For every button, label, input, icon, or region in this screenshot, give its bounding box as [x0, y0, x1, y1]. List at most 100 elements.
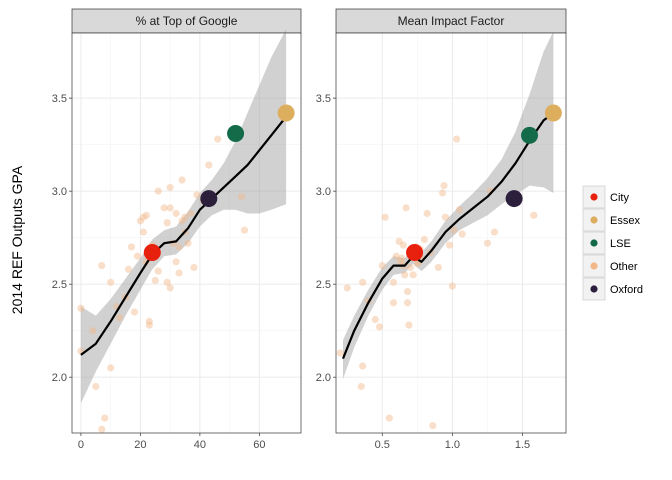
point-other	[389, 278, 398, 286]
point-other	[107, 278, 115, 286]
point-other	[178, 217, 186, 225]
point-other	[237, 193, 246, 201]
point-other	[175, 243, 183, 251]
point-other	[166, 183, 174, 192]
point-other	[77, 304, 85, 312]
point-other	[336, 349, 344, 357]
panel-border	[335, 32, 567, 434]
point-other	[92, 382, 100, 391]
point-other	[450, 226, 458, 234]
legend-label: LSE	[610, 238, 631, 250]
point-other	[371, 315, 379, 324]
point-other	[172, 209, 180, 218]
point-other	[530, 211, 538, 219]
point-other	[434, 263, 442, 272]
point-other	[378, 261, 386, 270]
point-lse	[227, 124, 245, 142]
point-other	[190, 263, 198, 272]
point-other	[483, 239, 492, 247]
point-other	[420, 235, 428, 244]
point-other	[240, 226, 249, 234]
point-other	[136, 217, 145, 225]
y-tick-label: 3.0	[316, 186, 331, 198]
smooth-line	[341, 112, 555, 360]
facet-strip	[335, 8, 567, 34]
point-other	[187, 209, 195, 218]
point-other	[343, 284, 351, 292]
facet-panel: % at Top of Google 2.0 2.5 3.0 3.5 0 20 40 60	[52, 8, 302, 451]
x-tick-label: 0.5	[375, 439, 390, 451]
point-other	[381, 213, 389, 221]
point-other	[423, 209, 431, 218]
point-other	[166, 284, 174, 292]
point-other	[145, 321, 153, 329]
point-other	[357, 382, 365, 391]
point-other	[163, 278, 171, 286]
point-other	[401, 271, 409, 279]
point-other	[115, 314, 124, 322]
point-other	[205, 161, 213, 169]
point-other	[107, 364, 115, 372]
point-other	[98, 425, 106, 433]
smooth-line	[80, 116, 287, 356]
point-other	[101, 414, 109, 422]
point-other	[395, 237, 403, 245]
point-other	[440, 181, 448, 190]
point-other	[98, 261, 106, 270]
point-other	[455, 206, 464, 214]
point-other	[406, 263, 414, 272]
point-lse	[521, 126, 539, 144]
point-other	[142, 211, 150, 219]
legend: City Essex LSE Other Oxford	[582, 185, 643, 301]
facet-title: Mean Impact Factor	[398, 14, 505, 28]
point-other	[441, 213, 449, 221]
point-other	[453, 135, 461, 143]
y-tick-label: 3.5	[52, 93, 67, 105]
point-other	[178, 176, 186, 184]
point-other	[214, 135, 222, 143]
y-tick-label: 3.5	[316, 93, 331, 105]
point-other	[154, 187, 162, 195]
legend-label: Oxford	[610, 284, 643, 296]
y-tick-label: 2.5	[316, 279, 331, 291]
legend-symbol	[590, 193, 598, 201]
legend-label: Essex	[610, 215, 640, 227]
facet-title: % at Top of Google	[136, 14, 238, 28]
point-other	[399, 241, 407, 249]
point-other	[139, 213, 147, 221]
x-tick-label: 60	[253, 439, 265, 451]
plot-area	[72, 33, 301, 433]
legend-symbol	[590, 285, 598, 293]
point-other	[154, 267, 162, 275]
facet-panel: Mean Impact Factor 2.0 2.5 3.0 3.5 0.5 1.0 1.5	[316, 8, 567, 451]
point-other	[359, 362, 367, 370]
point-other	[139, 228, 147, 236]
point-other	[89, 327, 97, 335]
point-other	[193, 191, 201, 199]
point-other	[124, 265, 133, 273]
point-other	[403, 299, 412, 307]
y-axis-label: 2014 REF Outputs GPA	[9, 165, 25, 314]
legend-label: City	[610, 192, 629, 204]
point-other	[385, 414, 393, 422]
point-oxford	[505, 190, 523, 208]
point-other	[145, 317, 153, 325]
point-other	[403, 288, 412, 296]
y-tick-label: 2.0	[316, 372, 331, 384]
facet-strip	[71, 8, 302, 34]
y-tick-label: 2.5	[52, 279, 67, 291]
point-other	[402, 204, 410, 212]
point-other	[359, 278, 367, 286]
point-other	[181, 213, 189, 221]
point-other	[375, 323, 384, 331]
legend-symbol	[590, 262, 598, 270]
point-other	[163, 219, 171, 227]
point-other	[133, 252, 142, 260]
point-other	[151, 276, 159, 285]
x-tick-label: 40	[194, 439, 206, 451]
point-other	[405, 321, 413, 329]
point-other	[184, 239, 192, 247]
point-other	[429, 421, 437, 430]
x-tick-label: 1.0	[445, 439, 460, 451]
